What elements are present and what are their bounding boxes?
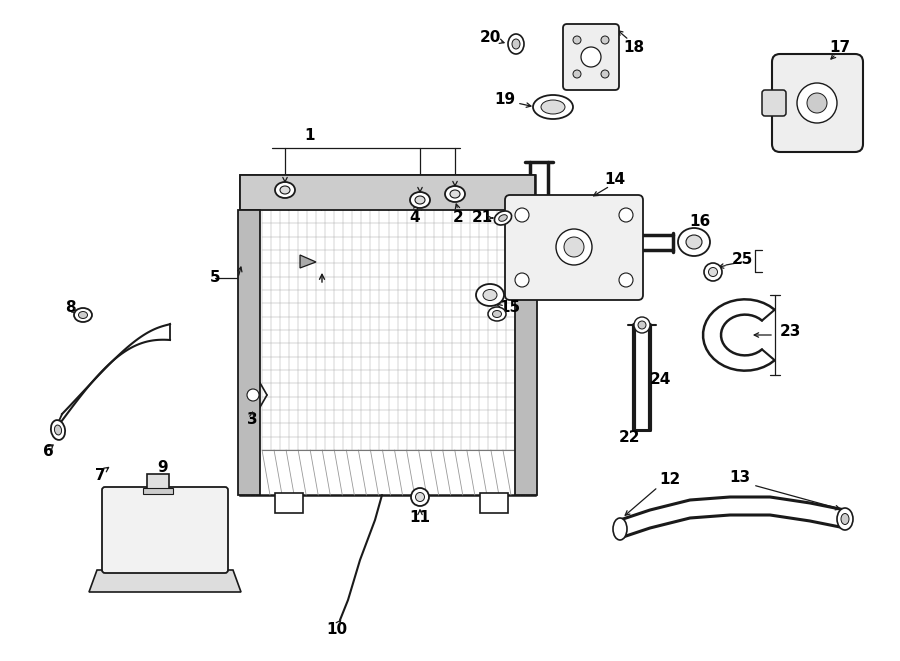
Ellipse shape xyxy=(499,215,508,221)
Text: 21: 21 xyxy=(472,210,492,225)
Text: 19: 19 xyxy=(494,93,516,108)
Bar xyxy=(480,493,508,513)
Ellipse shape xyxy=(416,492,425,502)
Text: 11: 11 xyxy=(410,510,430,525)
Circle shape xyxy=(573,36,581,44)
Text: 18: 18 xyxy=(624,40,644,56)
Ellipse shape xyxy=(51,420,65,440)
Bar xyxy=(147,474,169,490)
Text: 10: 10 xyxy=(327,623,347,637)
Text: 24: 24 xyxy=(649,373,670,387)
Ellipse shape xyxy=(450,190,460,198)
Text: 17: 17 xyxy=(830,40,850,56)
Circle shape xyxy=(515,208,529,222)
Text: 6: 6 xyxy=(42,444,53,459)
Ellipse shape xyxy=(613,518,627,540)
Bar xyxy=(240,175,535,495)
Ellipse shape xyxy=(476,284,504,306)
Circle shape xyxy=(581,47,601,67)
Ellipse shape xyxy=(686,235,702,249)
Circle shape xyxy=(797,83,837,123)
Circle shape xyxy=(619,208,633,222)
Ellipse shape xyxy=(512,39,520,49)
Ellipse shape xyxy=(494,211,511,225)
Text: 2: 2 xyxy=(453,210,464,225)
FancyBboxPatch shape xyxy=(762,90,786,116)
Ellipse shape xyxy=(508,34,524,54)
Text: 20: 20 xyxy=(480,30,500,46)
Text: 22: 22 xyxy=(619,430,641,444)
Ellipse shape xyxy=(837,508,853,530)
Text: 5: 5 xyxy=(210,270,220,286)
Bar xyxy=(238,210,260,495)
Polygon shape xyxy=(300,255,316,268)
Ellipse shape xyxy=(483,290,497,301)
Text: 7: 7 xyxy=(94,467,105,483)
Text: 16: 16 xyxy=(689,215,711,229)
Text: 15: 15 xyxy=(500,301,520,315)
FancyBboxPatch shape xyxy=(505,195,643,300)
Circle shape xyxy=(564,237,584,257)
Ellipse shape xyxy=(704,263,722,281)
Ellipse shape xyxy=(415,196,425,204)
Text: 13: 13 xyxy=(729,471,751,485)
Text: 8: 8 xyxy=(65,301,76,315)
Ellipse shape xyxy=(54,425,61,435)
FancyBboxPatch shape xyxy=(772,54,863,152)
Text: 9: 9 xyxy=(158,461,168,475)
Ellipse shape xyxy=(541,100,565,114)
Circle shape xyxy=(515,273,529,287)
Ellipse shape xyxy=(841,514,849,524)
Circle shape xyxy=(556,229,592,265)
Ellipse shape xyxy=(74,308,92,322)
Ellipse shape xyxy=(533,95,573,119)
Text: 4: 4 xyxy=(410,210,420,225)
Ellipse shape xyxy=(708,268,717,276)
Ellipse shape xyxy=(280,186,290,194)
Ellipse shape xyxy=(410,192,430,208)
Ellipse shape xyxy=(678,228,710,256)
Ellipse shape xyxy=(492,311,501,317)
Ellipse shape xyxy=(445,186,465,202)
Ellipse shape xyxy=(275,182,295,198)
Text: 1: 1 xyxy=(305,128,315,143)
Text: 23: 23 xyxy=(779,325,801,340)
Circle shape xyxy=(619,273,633,287)
Polygon shape xyxy=(89,570,241,592)
Circle shape xyxy=(573,70,581,78)
Bar xyxy=(240,175,535,210)
Circle shape xyxy=(601,70,609,78)
Circle shape xyxy=(247,389,259,401)
Circle shape xyxy=(638,321,646,329)
Circle shape xyxy=(601,36,609,44)
Bar xyxy=(275,493,303,513)
Text: 12: 12 xyxy=(660,473,680,488)
FancyBboxPatch shape xyxy=(563,24,619,90)
Circle shape xyxy=(634,317,650,333)
Ellipse shape xyxy=(488,307,506,321)
Text: 25: 25 xyxy=(732,253,752,268)
Bar xyxy=(143,488,173,494)
Text: 14: 14 xyxy=(605,173,626,188)
Ellipse shape xyxy=(78,311,87,319)
Bar xyxy=(515,210,537,495)
Ellipse shape xyxy=(411,488,429,506)
Text: 3: 3 xyxy=(247,412,257,428)
FancyBboxPatch shape xyxy=(102,487,228,573)
Circle shape xyxy=(807,93,827,113)
